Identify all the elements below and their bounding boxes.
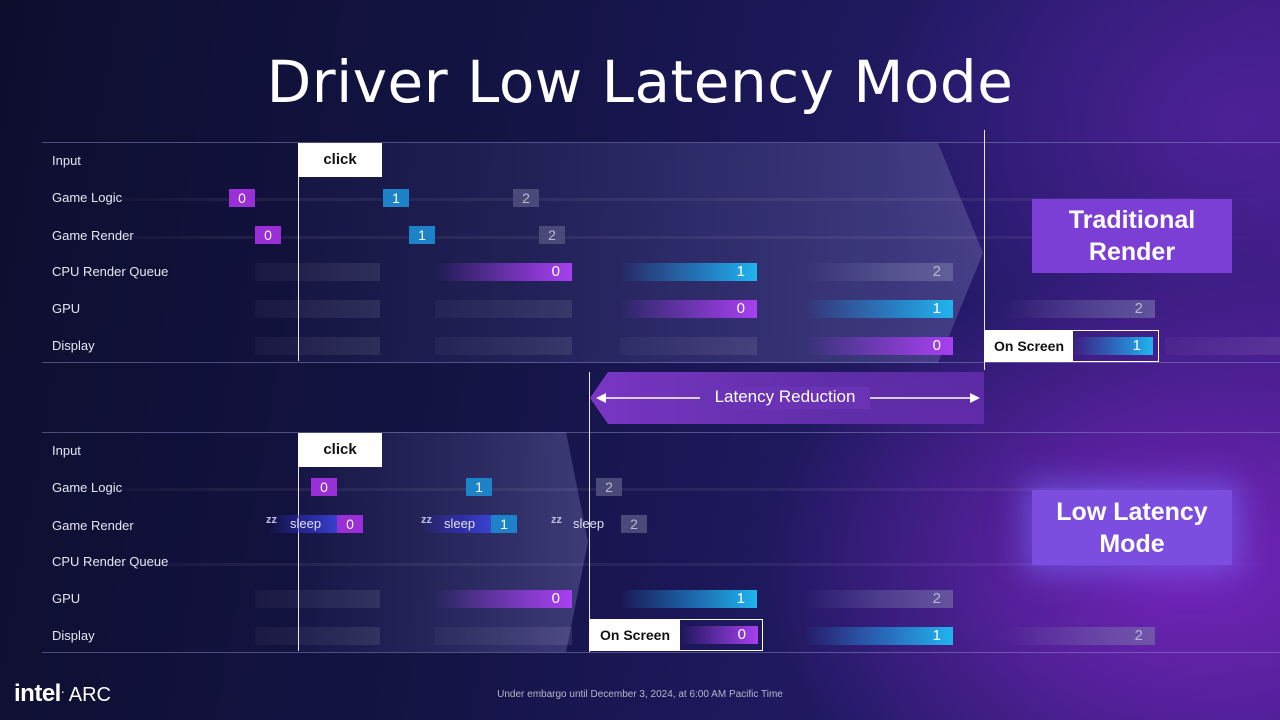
idle-slot — [435, 300, 572, 318]
frame-bar: 2 — [805, 590, 953, 608]
row-label-display: Display — [52, 628, 95, 643]
frame-bar: 2 — [1005, 300, 1155, 318]
display-marker-line — [984, 130, 985, 370]
frame-bar: 0 — [805, 337, 953, 355]
traditional-progress-chevron — [298, 143, 983, 363]
sleep-icon: zz — [421, 514, 432, 526]
lane — [42, 563, 1280, 566]
divider — [42, 652, 1280, 653]
frame-box: 1 — [466, 478, 492, 496]
sleep-icon: zz — [266, 514, 277, 526]
idle-slot — [620, 337, 757, 355]
frame-bar: 1 — [620, 590, 757, 608]
frame-bar: 0 — [435, 590, 572, 608]
frame-box: 1 — [383, 189, 409, 207]
frame-box: 2 — [539, 226, 565, 244]
sleep-label: sleep — [573, 516, 605, 531]
frame-box: 2 — [596, 478, 622, 496]
latency-reduction-label: Latency Reduction — [714, 387, 856, 406]
on-screen-marker: On Screen 0 — [589, 619, 763, 651]
row-label-game-logic: Game Logic — [52, 480, 123, 495]
frame-bar: 0 — [620, 300, 757, 318]
divider — [42, 142, 1280, 143]
sleep-bar — [420, 515, 492, 533]
row-label-cpu-render-queue: CPU Render Queue — [52, 264, 169, 279]
embargo-notice: Under embargo until December 3, 2024, at… — [497, 689, 783, 700]
lane — [42, 236, 1280, 239]
traditional-render-caption: Traditional Render — [1032, 199, 1232, 273]
sleep-label: sleep — [290, 516, 322, 531]
row-label-cpu-render-queue: CPU Render Queue — [52, 554, 169, 569]
frame-box: 0 — [337, 515, 363, 533]
sleep-bar — [268, 515, 340, 533]
lane — [42, 488, 1280, 491]
frame-box: 2 — [621, 515, 647, 533]
on-screen-label: On Screen — [590, 620, 680, 650]
divider — [42, 432, 1280, 433]
low-latency-mode-caption: Low Latency Mode — [1032, 490, 1232, 565]
click-marker-line — [298, 433, 299, 651]
click-event: click — [298, 433, 382, 467]
row-label-gpu: GPU — [52, 301, 81, 316]
frame-bar: 2 — [805, 263, 953, 281]
page-title: Driver Low Latency Mode — [266, 48, 1014, 116]
click-event: click — [298, 143, 382, 177]
idle-slot — [255, 627, 380, 645]
row-label-game-render: Game Render — [52, 518, 134, 533]
frame-bar: 1 — [805, 627, 953, 645]
frame-box: 1 — [491, 515, 517, 533]
sleep-label: sleep — [444, 516, 476, 531]
idle-slot — [255, 337, 380, 355]
frame-bar: 0 — [435, 263, 572, 281]
frame-box: 1 — [409, 226, 435, 244]
display-marker-line — [589, 372, 590, 652]
divider — [42, 362, 1280, 363]
frame-box: 2 — [513, 189, 539, 207]
idle-slot — [255, 590, 380, 608]
row-label-input: Input — [52, 153, 81, 168]
frame-bar: 1 — [620, 263, 757, 281]
intel-arc-logo: intel. ARC — [14, 680, 111, 708]
frame-box: 0 — [255, 226, 281, 244]
frame-box: 0 — [311, 478, 337, 496]
click-marker-line — [298, 143, 299, 361]
latency-label-backing — [700, 387, 870, 409]
idle-slot — [435, 627, 572, 645]
frame-bar: 1 — [805, 300, 953, 318]
idle-slot — [255, 263, 380, 281]
sleep-icon: zz — [551, 514, 562, 526]
row-label-game-render: Game Render — [52, 228, 134, 243]
frame-box: 0 — [229, 189, 255, 207]
logo-product: ARC — [68, 684, 111, 706]
frame-bar: 2 — [1005, 627, 1155, 645]
frame-bar: 0 — [680, 626, 758, 644]
on-screen-marker: On Screen 1 — [984, 330, 1159, 362]
frame-bar: 1 — [1073, 337, 1153, 355]
idle-slot — [1165, 337, 1280, 355]
on-screen-label: On Screen — [985, 331, 1073, 361]
row-label-display: Display — [52, 338, 95, 353]
idle-slot — [435, 337, 572, 355]
logo-registered-mark: . — [60, 680, 65, 696]
lane — [42, 198, 1280, 201]
logo-brand: intel — [14, 680, 61, 707]
row-label-input: Input — [52, 443, 81, 458]
idle-slot — [255, 300, 380, 318]
row-label-gpu: GPU — [52, 591, 81, 606]
row-label-game-logic: Game Logic — [52, 190, 123, 205]
